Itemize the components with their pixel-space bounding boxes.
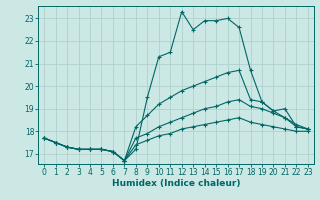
X-axis label: Humidex (Indice chaleur): Humidex (Indice chaleur) bbox=[112, 179, 240, 188]
